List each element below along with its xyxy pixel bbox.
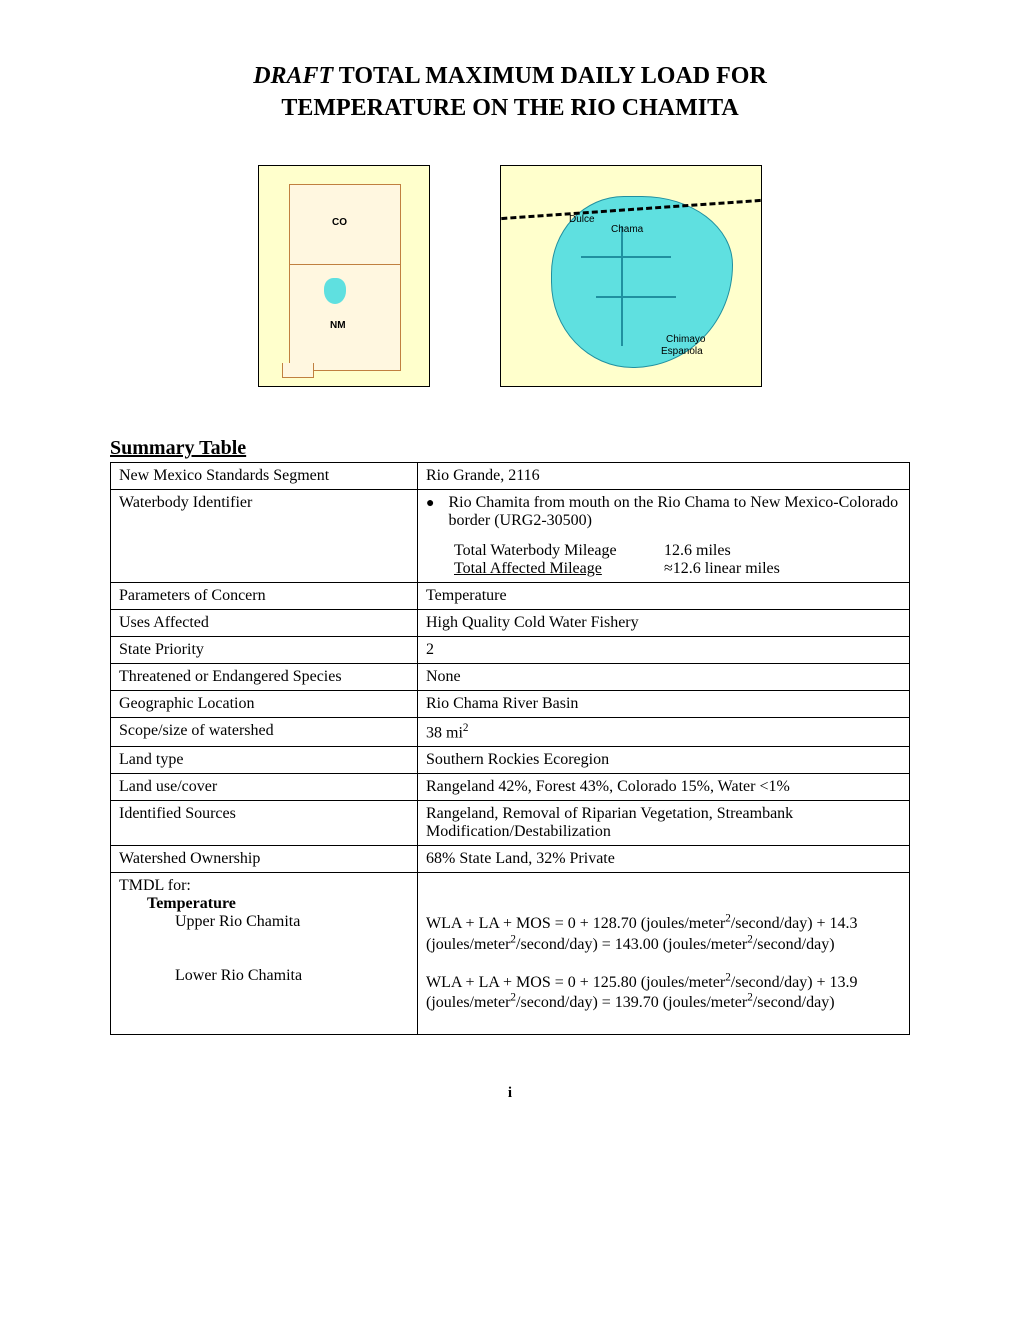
summary-table: New Mexico Standards Segment Rio Grande,… <box>110 462 910 1036</box>
table-row: Land use/cover Rangeland 42%, Forest 43%… <box>111 774 910 801</box>
tmdl-lower-equation: WLA + LA + MOS = 0 + 125.80 (joules/mete… <box>426 974 858 1011</box>
city-label-chama: Chama <box>611 224 643 235</box>
row-label: Land type <box>111 747 418 774</box>
waterbody-bullet-text: Rio Chamita from mouth on the Rio Chama … <box>448 494 901 530</box>
table-row: Uses Affected High Quality Cold Water Fi… <box>111 609 910 636</box>
table-row: Land type Southern Rockies Ecoregion <box>111 747 910 774</box>
state-label-co: CO <box>332 217 347 228</box>
bullet-icon: ● <box>426 494 434 514</box>
table-row: Waterbody Identifier ● Rio Chamita from … <box>111 489 910 582</box>
city-label-chimayo: Chimayo <box>666 334 705 345</box>
watershed-map: Dulce Chama Chimayo Espanola <box>500 165 762 387</box>
row-label: Uses Affected <box>111 609 418 636</box>
table-row: Geographic Location Rio Chama River Basi… <box>111 690 910 717</box>
tmdl-label-line2: Temperature <box>119 895 409 913</box>
tmdl-upper-label: Upper Rio Chamita <box>119 913 409 931</box>
row-value: 68% State Land, 32% Private <box>418 846 910 873</box>
page-title: DRAFT TOTAL MAXIMUM DAILY LOAD FOR TEMPE… <box>70 60 950 125</box>
row-label: Waterbody Identifier <box>111 489 418 582</box>
row-label: TMDL for: Temperature Upper Rio Chamita … <box>111 873 418 1035</box>
row-value: WLA + LA + MOS = 0 + 128.70 (joules/mete… <box>418 873 910 1035</box>
title-line1-rest: TOTAL MAXIMUM DAILY LOAD FOR <box>333 63 767 89</box>
row-label: Watershed Ownership <box>111 846 418 873</box>
metric-label: Total Affected Mileage <box>454 560 664 578</box>
maps-row: CO NM Dulce Chama Chimayo Espanola <box>70 165 950 387</box>
row-label: New Mexico Standards Segment <box>111 462 418 489</box>
row-value: Rangeland, Removal of Riparian Vegetatio… <box>418 801 910 846</box>
tmdl-upper-equation: WLA + LA + MOS = 0 + 128.70 (joules/mete… <box>426 915 858 952</box>
river-line <box>621 226 623 346</box>
title-line2: TEMPERATURE ON THE RIO CHAMITA <box>281 95 738 121</box>
scope-value-sup: 2 <box>463 722 469 734</box>
table-row: TMDL for: Temperature Upper Rio Chamita … <box>111 873 910 1035</box>
page-number: i <box>70 1085 950 1102</box>
table-row: Identified Sources Rangeland, Removal of… <box>111 801 910 846</box>
row-value: Rangeland 42%, Forest 43%, Colorado 15%,… <box>418 774 910 801</box>
table-row: Threatened or Endangered Species None <box>111 663 910 690</box>
row-value: Rio Grande, 2116 <box>418 462 910 489</box>
table-row: Parameters of Concern Temperature <box>111 582 910 609</box>
row-label: Scope/size of watershed <box>111 717 418 746</box>
row-value: Temperature <box>418 582 910 609</box>
summary-table-heading: Summary Table <box>110 437 950 460</box>
state-locator-map: CO NM <box>258 165 430 387</box>
metric-label: Total Waterbody Mileage <box>454 542 664 560</box>
row-value: None <box>418 663 910 690</box>
table-row: State Priority 2 <box>111 636 910 663</box>
row-label: State Priority <box>111 636 418 663</box>
scope-value-prefix: 38 mi <box>426 724 463 741</box>
city-label-dulce: Dulce <box>569 214 595 225</box>
city-label-espanola: Espanola <box>661 346 703 357</box>
row-label: Land use/cover <box>111 774 418 801</box>
row-label: Identified Sources <box>111 801 418 846</box>
state-outline-co: CO <box>289 184 401 266</box>
row-value: Rio Chama River Basin <box>418 690 910 717</box>
row-value: High Quality Cold Water Fishery <box>418 609 910 636</box>
tmdl-lower-label: Lower Rio Chamita <box>119 967 409 985</box>
river-line <box>581 256 671 258</box>
table-row: New Mexico Standards Segment Rio Grande,… <box>111 462 910 489</box>
row-value: 38 mi2 <box>418 717 910 746</box>
table-row: Watershed Ownership 68% State Land, 32% … <box>111 846 910 873</box>
title-draft: DRAFT <box>253 63 333 89</box>
row-value: ● Rio Chamita from mouth on the Rio Cham… <box>418 489 910 582</box>
metric-value: 12.6 miles <box>664 542 731 560</box>
row-label: Geographic Location <box>111 690 418 717</box>
metric-value: ≈12.6 linear miles <box>664 560 780 578</box>
table-row: Scope/size of watershed 38 mi2 <box>111 717 910 746</box>
row-value: 2 <box>418 636 910 663</box>
river-line <box>596 296 676 298</box>
state-label-nm: NM <box>330 320 346 331</box>
watershed-locator-icon <box>324 278 346 304</box>
row-label: Threatened or Endangered Species <box>111 663 418 690</box>
row-value: Southern Rockies Ecoregion <box>418 747 910 774</box>
row-label: Parameters of Concern <box>111 582 418 609</box>
state-outline-nm: NM <box>289 264 401 371</box>
tmdl-label-line1: TMDL for: <box>119 877 191 894</box>
